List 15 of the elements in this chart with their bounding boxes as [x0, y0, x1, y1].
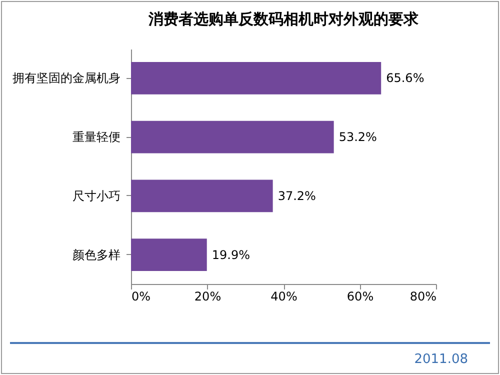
text: 2011.08: [414, 352, 468, 367]
x-tick-label: 0%: [132, 290, 151, 304]
data-label: 65.6%: [386, 71, 424, 86]
y-tick-label: 颜色多样: [72, 248, 120, 262]
data-label: 19.9%: [212, 248, 250, 262]
y-tick-label: 尺寸小巧: [72, 188, 120, 203]
x-tick-label: 20%: [194, 290, 222, 304]
data-label: 53.2%: [338, 130, 377, 144]
data-label: 37.2%: [278, 188, 316, 203]
y-tick-label: 拥有坚固的金属机身: [12, 71, 120, 86]
y-tick-label: 重量轻便: [72, 130, 120, 144]
x-tick-label: 60%: [346, 290, 374, 304]
x-tick-label: 80%: [410, 290, 436, 304]
x-tick-label: 40%: [270, 290, 298, 304]
chart-title: 消费者选购单反数码相机时对外观的要求: [148, 10, 420, 28]
